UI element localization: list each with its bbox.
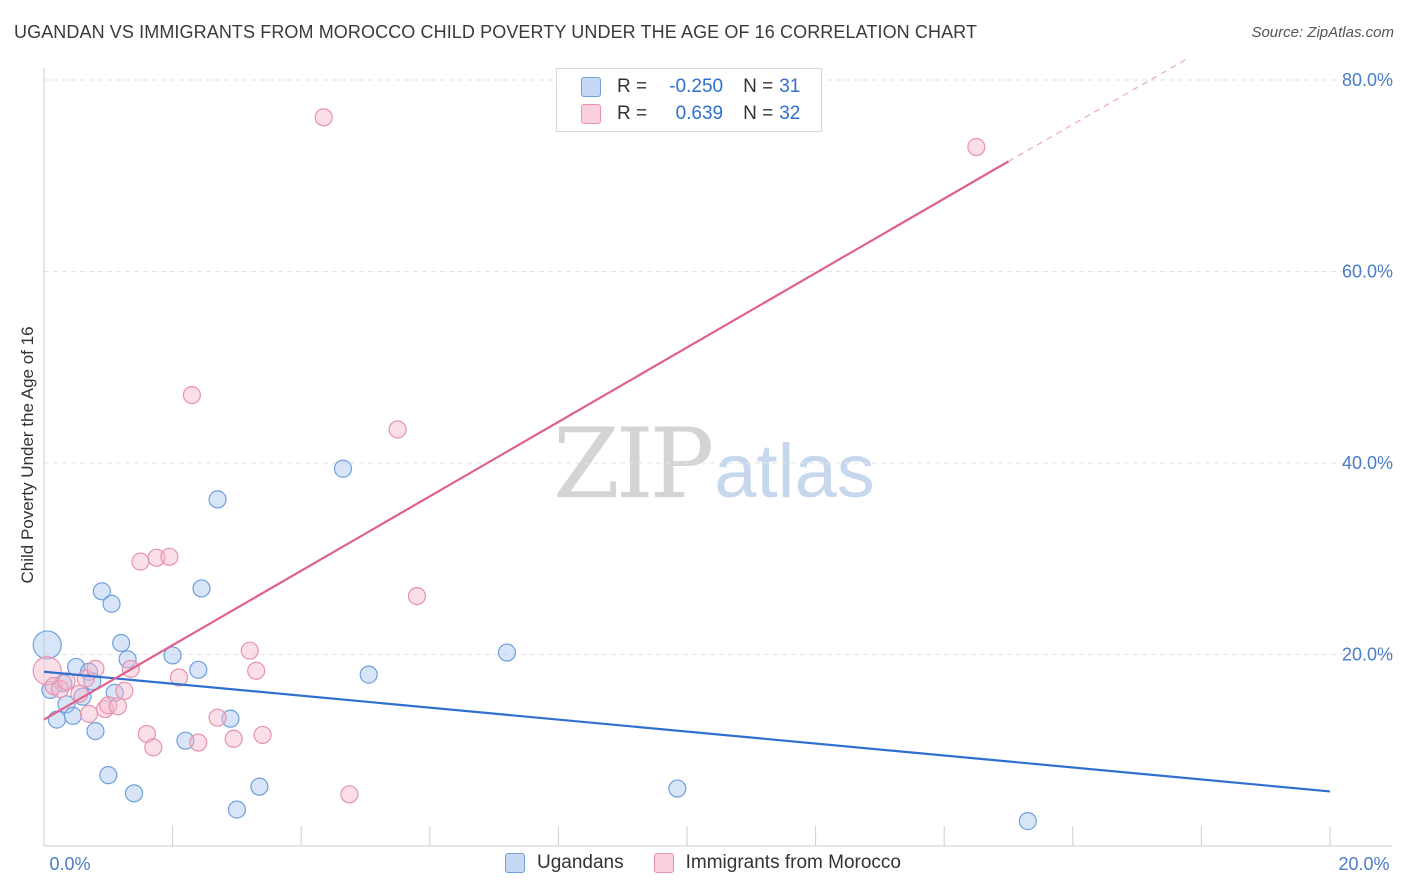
series-legend: Ugandans Immigrants from Morocco xyxy=(0,852,1406,874)
legend-r-label: R = xyxy=(617,76,648,97)
legend-swatch-morocco xyxy=(581,104,601,124)
ugandan-point xyxy=(124,784,144,803)
ugandan-point xyxy=(163,646,182,665)
ugandan-point xyxy=(1018,812,1037,831)
morocco-point xyxy=(108,697,128,716)
source-label: Source: ZipAtlas.com xyxy=(1251,24,1394,41)
morocco-point xyxy=(240,641,259,660)
watermark-atlas: atlas xyxy=(714,429,875,514)
x-tick-label: 20.0% xyxy=(1338,854,1389,874)
legend-row-ugandans: R = -0.250 N = 31 xyxy=(581,74,800,100)
morocco-point xyxy=(253,725,272,745)
morocco-point xyxy=(147,548,166,567)
trend-layer xyxy=(43,57,1331,793)
ugandan-point xyxy=(221,709,240,728)
legend-n-value: 31 xyxy=(779,76,801,97)
axis-layer xyxy=(43,68,1392,847)
ugandan-point xyxy=(227,800,246,819)
y-tick-label: 60.0% xyxy=(1342,262,1393,282)
morocco-trend-line xyxy=(43,160,1010,721)
chart-title: UGANDAN VS IMMIGRANTS FROM MOROCCO CHILD… xyxy=(14,22,978,42)
ugandan-point xyxy=(112,633,131,653)
label-layer: 20.0% 40.0% 60.0% 80.0% 0.0% 20.0% xyxy=(49,70,1393,874)
morocco-point xyxy=(160,547,179,566)
morocco-point xyxy=(99,696,118,715)
ugandan-point xyxy=(250,777,269,796)
legend-n-label: N = xyxy=(743,103,774,124)
legend-n-label: N = xyxy=(743,76,774,97)
legend-item-ugandans[interactable]: Ugandans xyxy=(505,852,624,874)
legend-row-morocco: R = 0.639 N = 32 xyxy=(581,101,800,127)
ugandan-point xyxy=(32,630,62,660)
morocco-point xyxy=(169,668,189,687)
correlation-legend: R = -0.250 N = 31 R = 0.639 N = 32 xyxy=(556,68,822,132)
legend-swatch-morocco xyxy=(653,853,674,873)
ugandan-trend-line xyxy=(43,670,1331,793)
legend-r-label: R = xyxy=(617,103,648,124)
morocco-point xyxy=(407,586,427,606)
morocco-point xyxy=(79,704,99,723)
morocco-trend-extension xyxy=(1008,57,1189,162)
ugandan-point xyxy=(86,721,105,741)
y-tick-label: 80.0% xyxy=(1342,70,1393,90)
ugandan-point xyxy=(189,660,208,679)
morocco-point xyxy=(967,137,986,157)
morocco-point xyxy=(224,729,243,748)
watermark-zip: ZIP xyxy=(553,408,714,520)
y-tick-label: 40.0% xyxy=(1342,453,1393,473)
legend-label-morocco: Immigrants from Morocco xyxy=(685,852,901,873)
y-tick-label: 20.0% xyxy=(1342,645,1393,665)
morocco-point xyxy=(208,708,227,727)
legend-n-value: 32 xyxy=(779,103,801,124)
ugandan-point xyxy=(99,766,118,785)
morocco-point xyxy=(340,785,359,804)
ugandan-point xyxy=(333,459,353,478)
ugandan-point xyxy=(92,582,111,601)
ugandan-point xyxy=(118,650,137,669)
ugandan-point xyxy=(102,594,121,613)
ugandan-point xyxy=(47,710,66,729)
legend-item-morocco[interactable]: Immigrants from Morocco xyxy=(653,852,901,874)
morocco-point xyxy=(247,661,266,680)
ugandan-point xyxy=(497,643,517,662)
legend-label-ugandans: Ugandans xyxy=(537,852,624,873)
x-tick-label: 0.0% xyxy=(49,854,90,874)
morocco-point xyxy=(86,659,105,678)
morocco-point xyxy=(182,385,201,405)
ugandan-point xyxy=(192,579,211,598)
watermark: ZIPatlas xyxy=(553,408,875,520)
morocco-point xyxy=(314,108,333,127)
legend-swatch-ugandans xyxy=(505,853,525,873)
points-layer xyxy=(32,108,1037,831)
morocco-point xyxy=(144,738,163,757)
grid-layer xyxy=(44,79,1392,655)
ugandan-point xyxy=(63,706,83,725)
ugandan-point xyxy=(668,779,687,798)
morocco-point xyxy=(189,733,208,752)
morocco-point xyxy=(131,552,150,571)
legend-swatch-ugandans xyxy=(581,77,601,97)
ugandan-point xyxy=(208,490,227,509)
morocco-point xyxy=(388,420,407,439)
morocco-point xyxy=(115,681,134,700)
legend-r-value: 0.639 xyxy=(675,103,724,124)
legend-r-value: -0.250 xyxy=(669,76,724,97)
ugandan-point xyxy=(359,665,378,684)
